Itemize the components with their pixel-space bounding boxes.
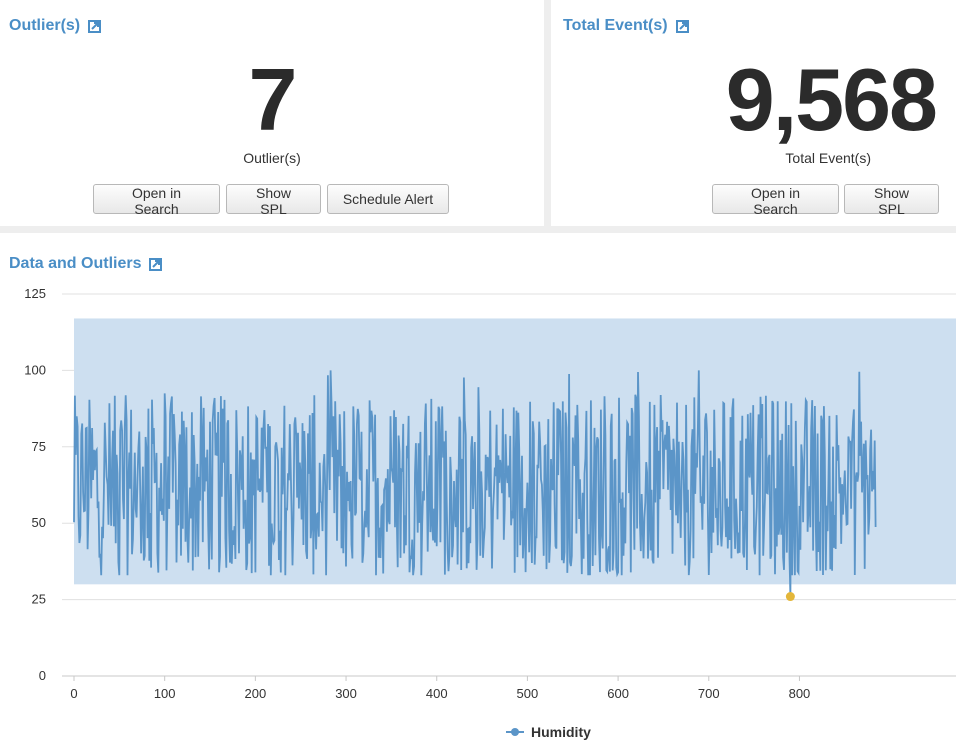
outlier-markers — [785, 592, 795, 602]
outliers-title-link[interactable]: Outlier(s) — [9, 17, 102, 35]
legend-swatch-dot — [511, 728, 519, 736]
total-events-title-link[interactable]: Total Event(s) — [563, 17, 689, 35]
show-spl-button[interactable]: Show SPL — [844, 184, 939, 217]
x-tick-label: 700 — [698, 686, 720, 701]
x-tick-label: 500 — [517, 686, 539, 701]
schedule-alert-button[interactable]: Schedule Alert — [327, 184, 449, 214]
external-link-icon — [88, 19, 102, 33]
chart-legend[interactable]: Humidity — [506, 724, 591, 740]
show-spl-button[interactable]: Show SPL — [226, 184, 321, 217]
y-tick-label: 125 — [24, 286, 46, 301]
total-events-title: Total Event(s) — [563, 17, 668, 34]
y-tick-label: 50 — [32, 515, 46, 530]
x-tick-label: 800 — [789, 686, 811, 701]
legend-label-humidity: Humidity — [531, 724, 591, 740]
axis-ticks: 0 25 50 75 100 125 0 100 200 300 400 500 600 700 800 — [24, 286, 810, 701]
external-link-icon — [149, 257, 163, 271]
outlier-point[interactable] — [785, 592, 795, 602]
chart-title-link[interactable]: Data and Outliers — [9, 255, 163, 273]
open-in-search-button[interactable]: Open in Search — [93, 184, 220, 217]
outliers-title: Outlier(s) — [9, 17, 81, 34]
y-tick-label: 25 — [32, 592, 46, 607]
total-events-panel: Total Event(s) 9,568 Total Event(s) Open… — [551, 0, 956, 226]
external-link-icon — [675, 19, 689, 33]
x-tick-label: 600 — [607, 686, 629, 701]
total-events-caption: Total Event(s) — [785, 150, 871, 166]
outlier-chart[interactable]: 0 25 50 75 100 125 0 100 200 300 400 500 600 700 800 H… — [0, 233, 956, 748]
y-tick-label: 100 — [24, 362, 46, 377]
x-tick-label: 200 — [245, 686, 267, 701]
x-tick-label: 400 — [426, 686, 448, 701]
humidity-series-line[interactable] — [73, 370, 877, 597]
chart-title: Data and Outliers — [9, 255, 142, 272]
outliers-panel: Outlier(s) 7 Outlier(s) Open in Search S… — [0, 0, 544, 226]
outlier-count-caption: Outlier(s) — [243, 150, 301, 166]
y-tick-label: 0 — [39, 668, 46, 683]
y-tick-label: 75 — [32, 439, 46, 454]
outlier-count-value: 7 — [248, 50, 298, 149]
data-and-outliers-panel: 0 25 50 75 100 125 0 100 200 300 400 500 600 700 800 H… — [0, 233, 956, 748]
open-in-search-button[interactable]: Open in Search — [712, 184, 839, 217]
x-tick-label: 300 — [335, 686, 357, 701]
total-events-value: 9,568 — [725, 50, 938, 149]
x-tick-label: 100 — [154, 686, 176, 701]
x-tick-label: 0 — [70, 686, 77, 701]
